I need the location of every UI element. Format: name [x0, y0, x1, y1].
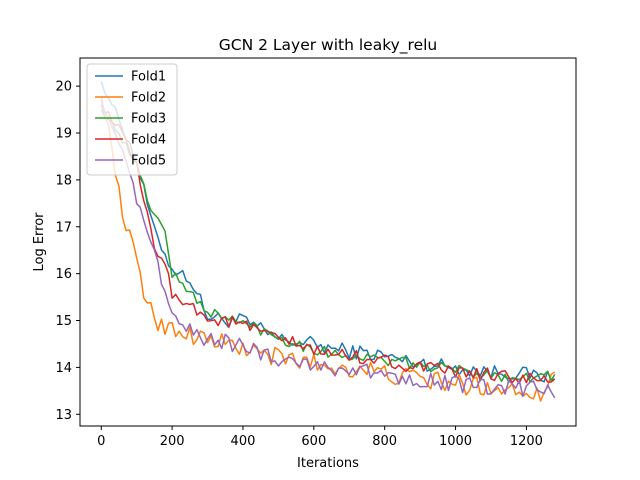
y-tick-label-6: 19	[55, 127, 72, 142]
x-tick-label-2: 400	[231, 434, 256, 449]
x-axis: 0 200 400 600 800 1000 1200	[97, 426, 543, 449]
y-axis: 13 14 15 16 17 18 19 20	[55, 80, 80, 423]
y-tick-label-1: 14	[55, 361, 72, 376]
x-tick-label-3: 600	[301, 434, 326, 449]
y-tick-label-3: 16	[55, 267, 72, 282]
series-layer	[100, 81, 556, 402]
legend-label-fold5: Fold5	[131, 154, 166, 169]
legend-label-fold4: Fold4	[131, 133, 166, 148]
y-tick-label-2: 15	[55, 314, 72, 329]
x-tick-label-4: 800	[372, 434, 397, 449]
plot-frame	[79, 57, 577, 427]
series-line-fold5	[100, 99, 556, 399]
legend-label-fold1: Fold1	[131, 70, 166, 85]
legend-label-fold2: Fold2	[131, 91, 166, 106]
y-tick-label-0: 13	[55, 408, 72, 423]
x-tick-label-0: 0	[97, 434, 105, 449]
legend-label-fold3: Fold3	[131, 112, 166, 127]
chart-title: GCN 2 Layer with leaky_relu	[219, 36, 437, 55]
legend: Fold1 Fold2 Fold3 Fold4 Fold5	[86, 63, 178, 176]
y-tick-label-7: 20	[55, 80, 72, 95]
series-line-fold2	[100, 95, 556, 402]
x-tick-label-5: 1000	[439, 434, 472, 449]
y-tick-label-4: 17	[55, 220, 72, 235]
y-axis-label: Log Error	[32, 212, 47, 272]
x-axis-label: Iterations	[297, 456, 359, 471]
series-line-fold4	[100, 104, 556, 385]
y-tick-label-5: 18	[55, 173, 72, 188]
x-tick-label-6: 1200	[510, 434, 543, 449]
legend-box	[86, 63, 178, 176]
x-tick-label-1: 200	[160, 434, 185, 449]
